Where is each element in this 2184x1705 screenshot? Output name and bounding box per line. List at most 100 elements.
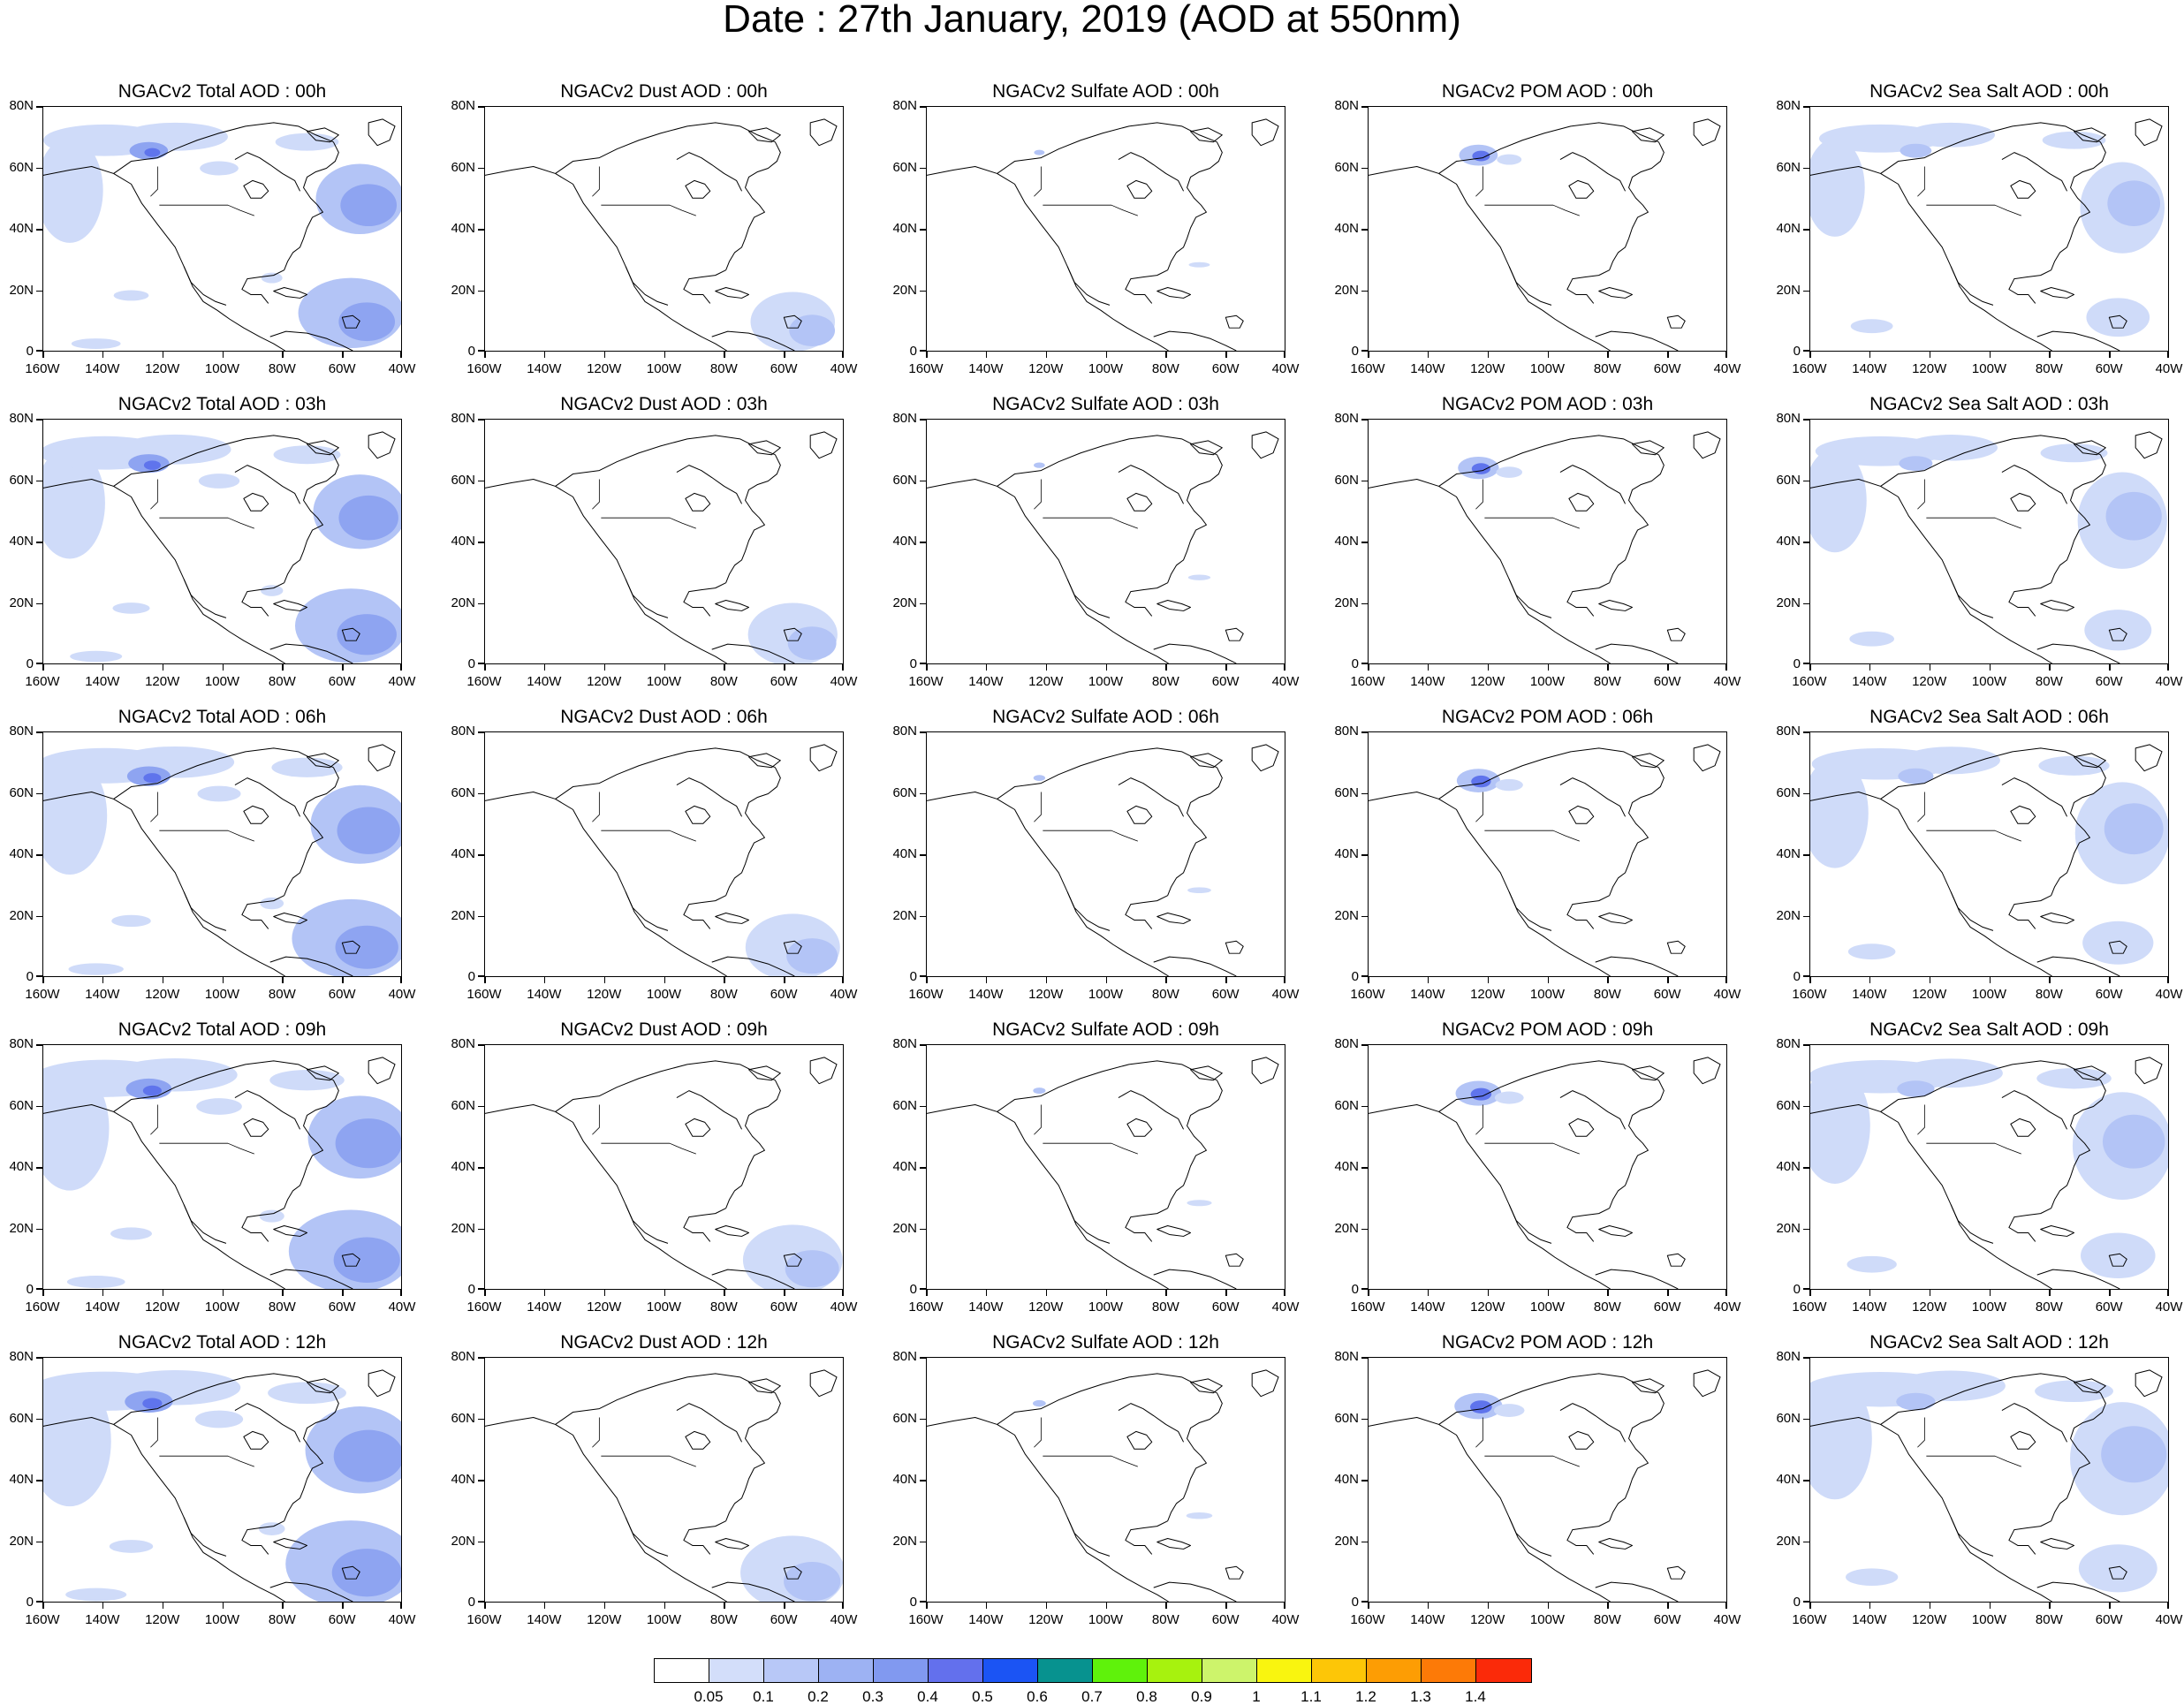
aod-field-patch [259,1209,284,1223]
x-tick [1487,664,1490,671]
x-tick [603,664,606,671]
map-panel-pom: NGACv2 POM AOD : 03h 80N 60N 40N 20N 0 160W 140… [1334,394,1740,689]
aod-field-patch [1899,1058,2003,1088]
panel-title: NGACv2 Total AOD : 00h [118,81,327,102]
x-tick [42,1290,44,1296]
x-axis-label: 100W [1971,674,2007,689]
x-tick [1165,1603,1167,1609]
x-axis-label: 80W [268,361,296,376]
panel-title: NGACv2 Dust AOD : 00h [560,81,768,102]
x-axis-label: 120W [587,674,622,689]
y-tick [36,1288,42,1290]
colorbar-swatch [819,1659,874,1682]
map-area [42,1044,402,1290]
coastline [715,1225,750,1237]
coastline [1632,1065,1665,1081]
aod-field-patch [787,626,837,661]
y-tick [478,1044,484,1046]
x-axis-label: 160W [466,361,502,376]
coastline [2001,1403,2068,1443]
coastline [284,767,339,896]
map-area [1368,731,1727,977]
x-axis-label: 60W [2095,987,2123,1002]
map-canvas [927,1057,1279,1289]
y-axis-label: 40N [9,1472,34,1487]
aod-field-patch [110,1227,152,1240]
map-area [926,1044,1285,1290]
y-tick [920,731,926,733]
aod-field-patch [340,184,398,227]
x-axis-label: 160W [1350,674,1385,689]
aod-field-patch [43,447,105,559]
colorbar-label: 0.4 [917,1688,938,1705]
colorbar-swatch [655,1659,709,1682]
x-axis-label: 80W [1593,1612,1621,1627]
country-border [1475,1417,1483,1448]
y-tick [920,167,926,169]
map-area [1809,1044,2169,1290]
map-panel-total: NGACv2 Total AOD : 03h 80N 60N 40N 20N 0 160W 1… [9,394,415,689]
aod-field-patch [65,1588,127,1602]
y-axis-label: 80N [892,411,917,426]
panel-title: NGACv2 Dust AOD : 06h [560,707,768,727]
panel-title: NGACv2 Sea Salt AOD : 03h [1869,394,2109,414]
coastline [715,913,750,924]
x-tick [1547,664,1549,671]
y-tick [1803,106,1809,108]
country-border [1926,1455,2021,1467]
x-axis-label: 160W [1792,361,1827,376]
map-area [926,106,1285,352]
coastline [1609,767,1665,896]
y-tick [478,602,484,604]
y-tick [920,663,926,664]
coastline [1190,1065,1223,1081]
coastline [1880,747,2101,799]
x-tick [664,664,665,671]
map-canvas [927,1369,1279,1602]
y-axis-label: 60N [451,159,475,175]
map-panel-seasalt: NGACv2 Sea Salt AOD : 09h 80N 60N 40N 20N 0 16… [1776,1019,2182,1315]
aod-field-patch [1496,466,1522,478]
x-tick [1667,1290,1669,1296]
x-axis-label: 140W [85,1612,120,1627]
x-axis-label: 120W [587,1612,622,1627]
country-border [1034,792,1042,822]
coastline [1156,913,1192,924]
x-axis-label: 160W [466,674,502,689]
x-tick [1547,977,1549,983]
y-axis-label: 0 [1793,344,1801,359]
map-area [42,106,402,352]
y-axis-label: 20N [1776,595,1801,610]
y-axis-label: 40N [1776,221,1801,236]
map-panel-dust: NGACv2 Dust AOD : 06h 80N 60N 40N 20N 0 160W 14… [451,707,857,1002]
aod-field-patch [1033,775,1046,781]
x-tick [724,352,725,358]
map-canvas [1369,431,1721,663]
country-border [601,1455,696,1467]
coastline [2108,1253,2127,1267]
aod-field-patch [335,1118,401,1169]
y-tick [478,229,484,231]
x-tick [282,664,284,671]
y-axis-label: 40N [1776,846,1801,861]
country-border [592,479,600,510]
x-tick [1225,977,1227,983]
coastline [2135,1369,2163,1398]
aod-field-patch [2105,491,2162,541]
aod-field-patch [2101,1426,2167,1483]
y-tick [1803,480,1809,481]
x-axis-label: 60W [770,674,798,689]
aod-field-patch [200,161,239,176]
y-tick [1803,663,1809,664]
x-axis-label: 100W [1971,361,2007,376]
aod-field-patch [109,1540,154,1553]
y-axis-label: 40N [1776,534,1801,549]
x-tick [724,1290,725,1296]
aod-field-patch [2038,755,2110,776]
x-axis-label: 140W [968,987,1004,1002]
coastline [368,431,396,459]
coastline [368,118,396,147]
y-axis-label: 80N [1776,724,1801,739]
panel-title: NGACv2 Sulfate AOD : 12h [992,1332,1219,1353]
coastline [273,1538,308,1550]
